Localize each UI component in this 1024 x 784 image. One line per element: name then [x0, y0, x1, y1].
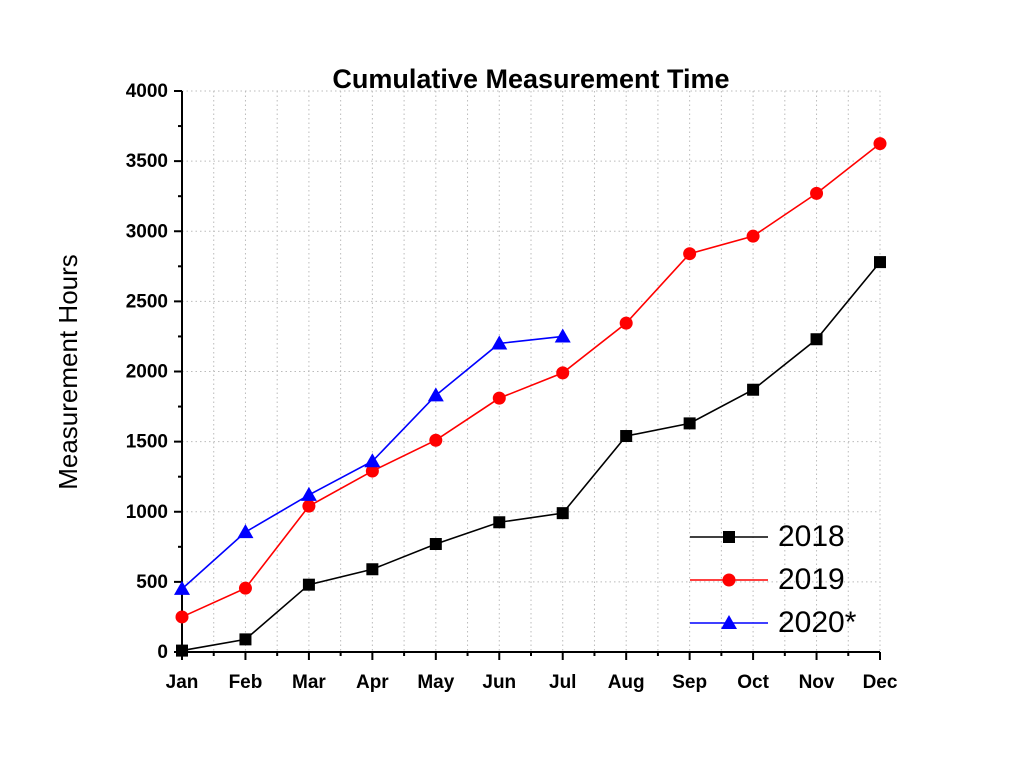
y-axis-label: Measurement Hours [53, 254, 83, 490]
y-tick-label: 1500 [126, 432, 168, 453]
x-tick-label: Sep [672, 672, 707, 693]
marker [492, 391, 506, 405]
marker [746, 229, 760, 243]
y-tick-label: 2000 [126, 362, 168, 383]
marker [429, 538, 442, 551]
marker [239, 633, 252, 646]
marker [429, 433, 443, 447]
marker [723, 531, 735, 543]
x-tick-label: May [417, 672, 454, 693]
y-tick-label: 0 [157, 642, 168, 663]
x-tick-label: Dec [863, 672, 898, 693]
marker [874, 256, 886, 269]
chart-title: Cumulative Measurement Time [332, 64, 729, 94]
marker [238, 581, 252, 595]
x-tick-label: Oct [737, 672, 769, 693]
marker [237, 524, 254, 539]
x-tick-label: Mar [292, 672, 326, 693]
y-tick-label: 3500 [126, 151, 168, 172]
y-tick-label: 500 [136, 572, 168, 593]
marker [556, 366, 570, 380]
marker [302, 578, 315, 591]
marker [427, 387, 444, 402]
legend-label: 2020* [778, 606, 857, 639]
marker [364, 453, 381, 468]
marker [491, 335, 508, 350]
marker [619, 316, 633, 330]
marker [722, 573, 736, 587]
marker [302, 499, 316, 513]
series-line [181, 261, 881, 652]
marker [366, 563, 379, 576]
marker [683, 247, 697, 261]
marker [365, 464, 379, 478]
y-tick-label: 1000 [126, 502, 168, 523]
marker [683, 417, 696, 430]
marker [175, 610, 189, 624]
marker [554, 328, 571, 343]
y-tick-label: 2500 [126, 291, 168, 312]
marker [873, 137, 887, 151]
x-tick-label: Nov [799, 672, 835, 693]
series-line [181, 142, 881, 618]
marker [300, 486, 317, 501]
marker [493, 516, 506, 529]
marker [810, 333, 823, 346]
marker [747, 383, 760, 396]
marker [810, 186, 824, 200]
y-tick-label: 4000 [126, 81, 168, 102]
y-tick-label: 3000 [126, 221, 168, 242]
x-tick-label: Feb [229, 672, 263, 693]
x-tick-label: Jul [549, 672, 576, 693]
marker [721, 615, 737, 629]
marker [174, 580, 190, 595]
marker [556, 507, 569, 520]
x-tick-label: Jun [482, 672, 516, 693]
x-tick-label: Jan [166, 672, 199, 693]
x-tick-label: Apr [356, 672, 389, 693]
marker [620, 430, 633, 443]
marker [176, 644, 188, 657]
legend-label: 2019 [778, 563, 845, 596]
legend-label: 2018 [778, 520, 845, 553]
x-tick-label: Aug [608, 672, 645, 693]
